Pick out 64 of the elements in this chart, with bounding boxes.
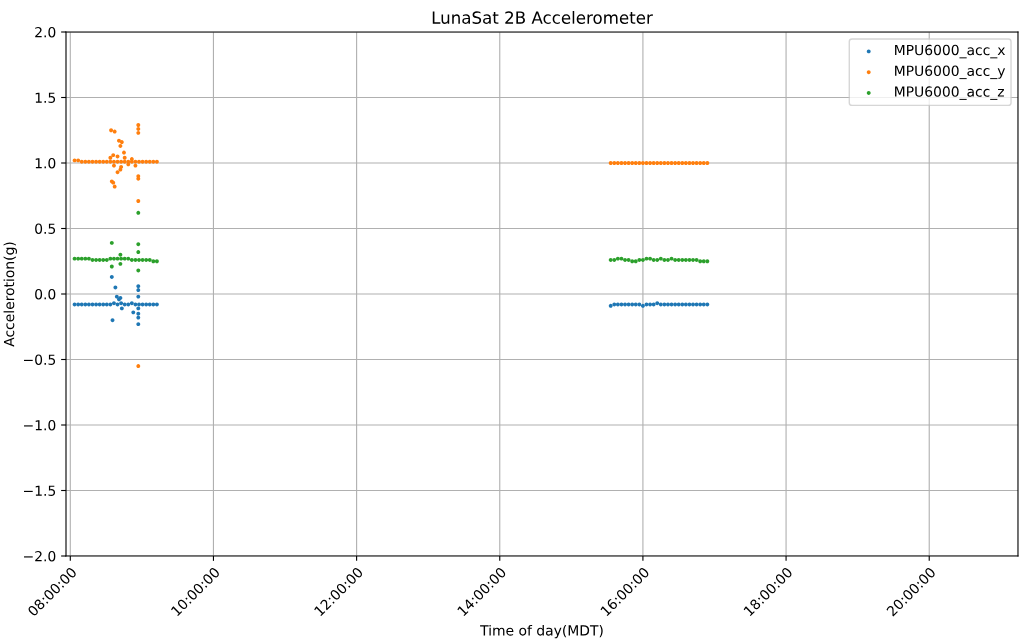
point bbox=[90, 257, 95, 262]
point bbox=[111, 256, 116, 261]
point bbox=[140, 257, 145, 262]
point bbox=[687, 257, 692, 262]
legend-label: MPU6000_acc_y bbox=[895, 65, 1006, 80]
point bbox=[698, 259, 703, 264]
point bbox=[144, 257, 149, 262]
point bbox=[612, 257, 617, 262]
point bbox=[662, 257, 667, 262]
point bbox=[648, 256, 653, 261]
chart-title: LunaSat 2B Accelerometer bbox=[432, 11, 653, 24]
point bbox=[680, 257, 685, 262]
x-axis-title: Time of day(MDT) bbox=[480, 624, 603, 639]
point bbox=[694, 257, 699, 262]
point bbox=[676, 257, 681, 262]
y-tick-label: −2.0 bbox=[24, 550, 56, 562]
y-tick-label: −1.5 bbox=[24, 485, 56, 496]
y-tick-label: 0.0 bbox=[35, 288, 56, 300]
point bbox=[94, 257, 99, 262]
y-tick-label: 1.5 bbox=[35, 92, 56, 103]
point bbox=[619, 256, 624, 261]
point bbox=[136, 210, 141, 215]
point bbox=[136, 268, 141, 273]
point bbox=[626, 257, 631, 262]
y-axis-title: Accelerotion(g) bbox=[3, 242, 17, 347]
point bbox=[615, 256, 620, 261]
point bbox=[133, 257, 138, 262]
point bbox=[154, 259, 159, 264]
point bbox=[118, 252, 123, 257]
point bbox=[705, 259, 710, 264]
point bbox=[151, 259, 156, 264]
point bbox=[101, 257, 106, 262]
y-tick-label: 0.5 bbox=[35, 223, 56, 234]
point bbox=[136, 242, 141, 247]
point bbox=[701, 259, 706, 264]
legend-label: MPU6000_acc_x bbox=[895, 44, 1006, 59]
point bbox=[666, 257, 670, 262]
point bbox=[658, 256, 663, 261]
point bbox=[640, 257, 645, 262]
y-tick-label: 2.0 bbox=[35, 26, 56, 38]
point bbox=[608, 257, 613, 262]
point bbox=[683, 257, 688, 262]
y-tick-label: 1.0 bbox=[35, 157, 56, 169]
point bbox=[97, 257, 102, 262]
point bbox=[623, 257, 627, 262]
y-tick-label: −1.0 bbox=[24, 419, 56, 431]
point bbox=[630, 259, 635, 264]
point bbox=[633, 259, 638, 264]
point bbox=[126, 256, 131, 261]
point bbox=[655, 257, 660, 262]
point bbox=[147, 257, 152, 262]
point bbox=[86, 256, 91, 261]
legend-label: MPU6000_acc_z bbox=[895, 86, 1004, 100]
point bbox=[104, 257, 109, 262]
point bbox=[83, 256, 88, 261]
point bbox=[136, 250, 141, 255]
point bbox=[108, 256, 113, 261]
point bbox=[129, 257, 134, 262]
point bbox=[673, 257, 678, 262]
point bbox=[637, 257, 642, 262]
y-tick-label: −0.5 bbox=[24, 354, 56, 365]
point bbox=[651, 257, 656, 262]
point bbox=[109, 240, 114, 245]
point bbox=[118, 261, 123, 266]
